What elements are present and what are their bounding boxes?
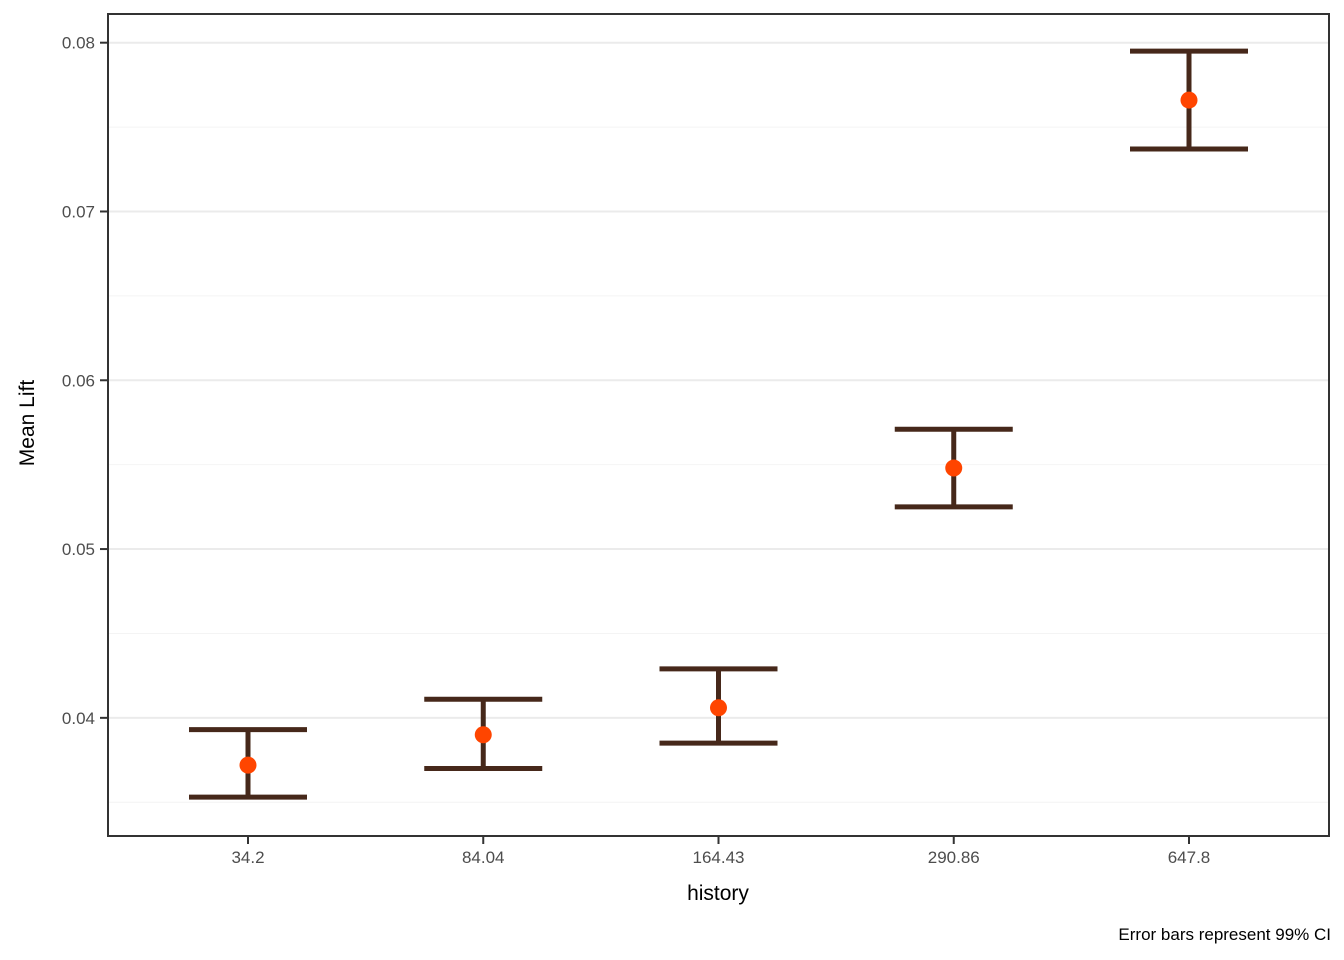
x-tick-label: 290.86: [928, 848, 980, 867]
y-tick-label: 0.06: [62, 371, 95, 390]
chart-layer: 0.04 0.05 0.06 0.07 0.08 34.2 84.04 164.43 290.8…: [62, 13, 1330, 867]
y-tick-label: 0.08: [62, 34, 95, 53]
y-tick-label: 0.05: [62, 540, 95, 559]
x-axis-title: history: [687, 882, 749, 905]
x-tick-label: 84.04: [462, 848, 505, 867]
y-tick-label: 0.07: [62, 202, 95, 221]
caption-text: Error bars represent 99% CI: [1118, 925, 1331, 944]
y-tick-label: 0.04: [62, 709, 95, 728]
data-point: [239, 756, 257, 774]
x-tick-label: 164.43: [693, 848, 745, 867]
data-point: [945, 459, 963, 477]
data-point: [1180, 91, 1198, 109]
data-point: [710, 699, 727, 717]
y-axis-title: Mean Lift: [16, 380, 39, 467]
x-tick-label: 647.8: [1168, 848, 1211, 867]
x-tick-label: 34.2: [231, 848, 264, 867]
data-point: [474, 726, 492, 744]
